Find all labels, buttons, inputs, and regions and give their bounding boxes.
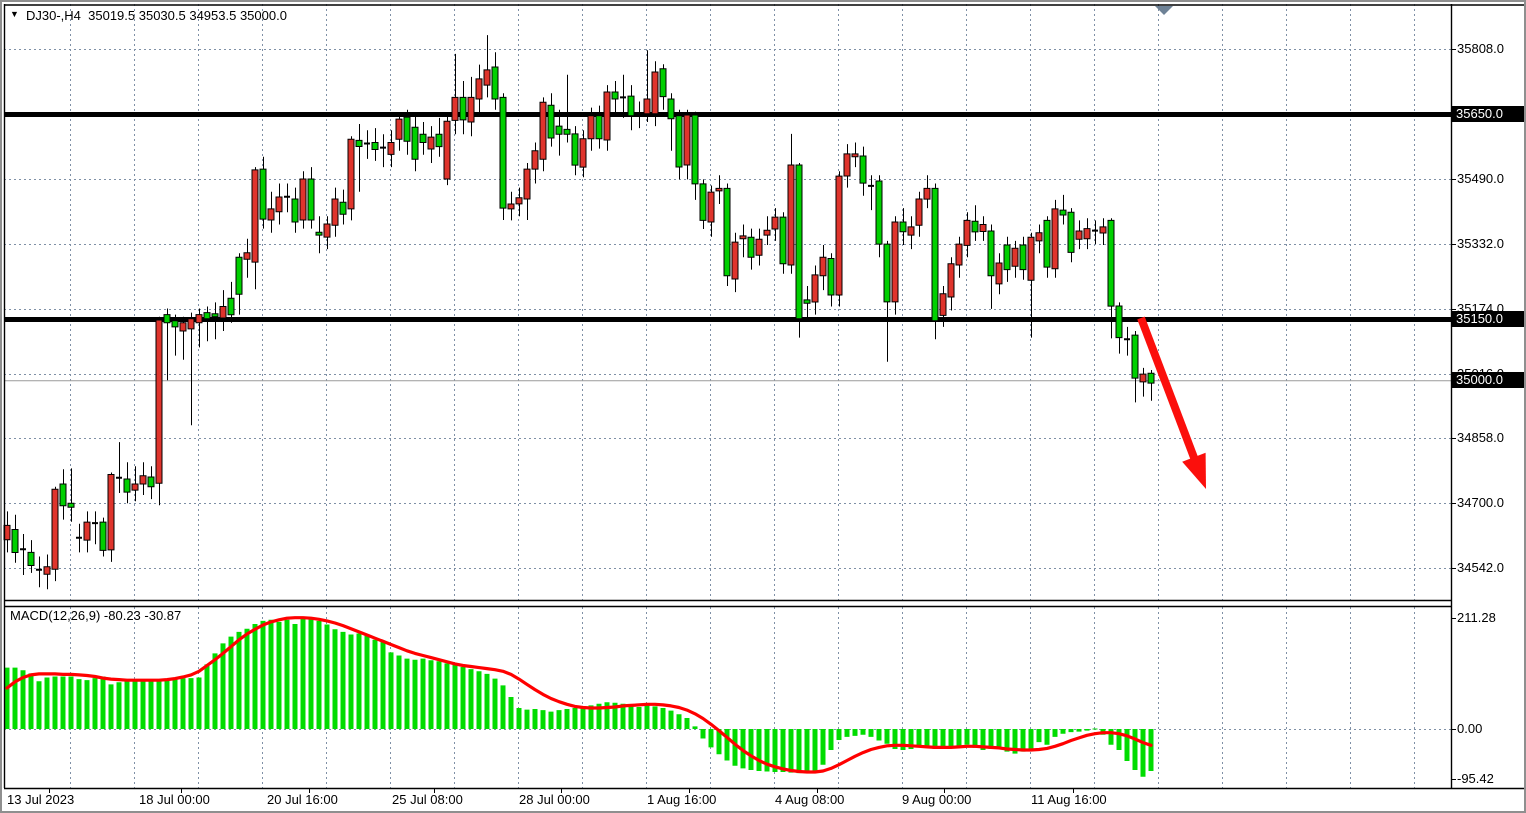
time-axis-label: 4 Aug 08:00 (775, 792, 845, 807)
time-axis-label: 20 Jul 16:00 (267, 792, 338, 807)
shift-end-marker-icon[interactable] (1155, 6, 1173, 15)
time-axis-label: 28 Jul 00:00 (519, 792, 590, 807)
price-axis-label: 35490.0 (1457, 171, 1504, 186)
candle-wicks (7, 35, 1152, 590)
time-axis-label: 18 Jul 00:00 (139, 792, 210, 807)
macd-signal-line (5, 616, 1153, 774)
trend-arrow-annotation[interactable] (1137, 316, 1206, 489)
time-axis-label: 1 Aug 16:00 (647, 792, 717, 807)
price-axis-label: 35808.0 (1457, 41, 1504, 56)
axis-ticks (49, 49, 1456, 793)
macd-axis-label: -95.42 (1457, 771, 1494, 786)
price-tag: 35650.0 (1451, 106, 1524, 122)
time-axis-label: 9 Aug 00:00 (902, 792, 972, 807)
support-line[interactable] (4, 317, 1451, 322)
bull-candle-bodies (11, 66, 1155, 566)
bear-candle-bodies (3, 69, 1147, 575)
macd-axis-label: 211.28 (1457, 610, 1496, 625)
price-axis-label: 34542.0 (1457, 560, 1504, 575)
time-axis-label: 13 Jul 2023 (7, 792, 75, 807)
macd-indicator-label: MACD(12,26,9) -80.23 -30.87 (10, 608, 182, 623)
symbol-ohlc-title: DJ30-,H4 35019.5 35030.5 34953.5 35000.0 (26, 8, 287, 23)
price-axis-label: 34858.0 (1457, 430, 1504, 445)
time-axis-label: 25 Jul 08:00 (392, 792, 463, 807)
doji-dashes (20, 96, 1130, 571)
candlestick-series (3, 35, 1155, 590)
price-tag: 35150.0 (1451, 311, 1524, 327)
macd-histogram (4, 618, 1154, 777)
price-axis-label: 34700.0 (1457, 495, 1504, 510)
time-axis-label: 11 Aug 16:00 (1031, 792, 1107, 807)
macd-axis-label: 0.00 (1457, 721, 1483, 736)
price-tag: 35000.0 (1451, 372, 1524, 388)
price-axis-label: 35332.0 (1457, 236, 1504, 251)
symbol-dropdown-icon: ▼ (10, 9, 19, 19)
resistance-line[interactable] (4, 112, 1451, 117)
panel-borders (3, 4, 1524, 790)
